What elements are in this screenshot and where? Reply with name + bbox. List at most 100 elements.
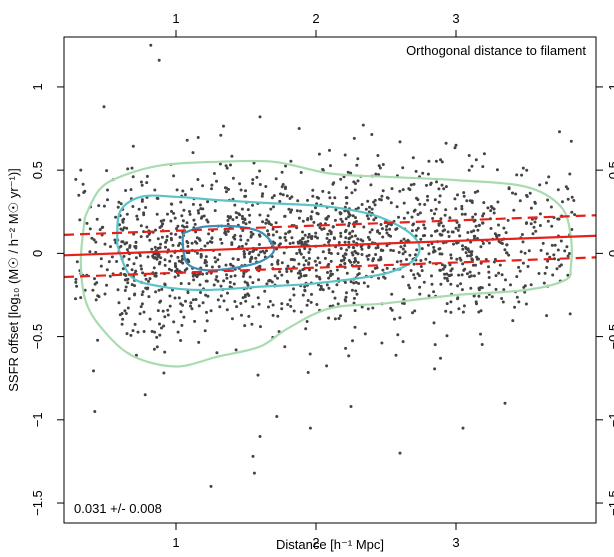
scatter-point bbox=[344, 295, 348, 299]
scatter-point bbox=[263, 289, 267, 293]
scatter-point bbox=[315, 263, 318, 267]
scatter-point bbox=[452, 242, 455, 246]
scatter-point bbox=[357, 267, 361, 271]
scatter-point bbox=[237, 212, 241, 216]
scatter-point bbox=[515, 173, 519, 177]
scatter-point bbox=[247, 294, 251, 297]
scatter-point bbox=[418, 285, 422, 289]
scatter-point bbox=[210, 183, 214, 187]
scatter-point bbox=[298, 248, 302, 252]
scatter-point bbox=[155, 345, 159, 349]
scatter-point bbox=[237, 245, 241, 249]
scatter-point bbox=[189, 304, 192, 308]
scatter-point bbox=[408, 286, 412, 290]
scatter-point bbox=[168, 294, 172, 298]
scatter-point bbox=[75, 260, 79, 264]
scatter-point bbox=[362, 281, 366, 285]
scatter-point bbox=[249, 235, 253, 239]
scatter-point bbox=[348, 231, 352, 235]
scatter-point bbox=[430, 274, 433, 278]
scatter-point bbox=[433, 367, 437, 371]
scatter-point bbox=[163, 263, 167, 267]
scatter-point bbox=[226, 229, 230, 233]
scatter-point bbox=[474, 224, 478, 228]
scatter-point bbox=[503, 401, 507, 405]
scatter-point bbox=[240, 313, 243, 317]
scatter-point bbox=[125, 226, 129, 230]
scatter-point bbox=[210, 187, 213, 191]
scatter-point bbox=[520, 233, 524, 236]
scatter-point bbox=[451, 230, 455, 234]
scatter-point bbox=[507, 186, 511, 190]
scatter-point bbox=[278, 199, 282, 203]
scatter-point bbox=[502, 226, 506, 230]
scatter-point bbox=[485, 295, 489, 299]
scatter-point bbox=[347, 245, 351, 249]
scatter-point bbox=[246, 283, 250, 287]
scatter-point bbox=[148, 238, 152, 242]
scatter-point bbox=[477, 257, 480, 261]
scatter-point bbox=[445, 277, 449, 280]
scatter-point bbox=[160, 235, 164, 239]
scatter-point bbox=[343, 281, 347, 284]
scatter-point bbox=[542, 281, 546, 285]
scatter-point bbox=[425, 183, 428, 187]
scatter-point bbox=[222, 299, 226, 303]
scatter-point bbox=[525, 195, 529, 198]
scatter-point bbox=[570, 195, 574, 199]
scatter-point bbox=[102, 204, 106, 208]
scatter-point bbox=[572, 199, 576, 202]
scatter-point bbox=[142, 213, 146, 217]
scatter-point bbox=[489, 209, 493, 213]
scatter-point bbox=[378, 258, 382, 262]
scatter-point bbox=[148, 317, 152, 321]
scatter-point bbox=[203, 244, 207, 248]
scatter-point bbox=[433, 212, 436, 216]
scatter-point bbox=[545, 252, 549, 256]
scatter-point bbox=[154, 290, 158, 294]
scatter-point bbox=[566, 273, 570, 277]
scatter-point bbox=[121, 317, 125, 321]
scatter-point bbox=[316, 223, 320, 227]
scatter-point bbox=[362, 225, 366, 229]
scatter-point bbox=[439, 233, 443, 237]
scatter-point bbox=[378, 166, 382, 170]
scatter-point bbox=[470, 250, 474, 254]
scatter-point bbox=[549, 205, 553, 209]
scatter-point bbox=[215, 351, 219, 355]
scatter-point bbox=[181, 189, 185, 193]
scatter-point bbox=[232, 282, 236, 286]
scatter-point bbox=[464, 251, 468, 255]
scatter-point bbox=[233, 203, 237, 207]
scatter-point bbox=[509, 283, 512, 287]
scatter-point bbox=[473, 190, 477, 194]
scatter-point bbox=[305, 320, 309, 323]
scatter-point bbox=[497, 233, 501, 237]
scatter-point bbox=[415, 196, 418, 200]
scatter-point bbox=[355, 163, 359, 167]
scatter-point bbox=[96, 338, 100, 342]
scatter-point bbox=[229, 263, 233, 267]
scatter-point bbox=[243, 280, 247, 284]
scatter-point bbox=[331, 290, 335, 294]
scatter-point bbox=[461, 262, 465, 266]
scatter-point bbox=[481, 221, 485, 225]
scatter-point bbox=[409, 269, 413, 272]
scatter-point bbox=[306, 239, 310, 243]
scatter-point bbox=[238, 182, 242, 186]
scatter-point bbox=[329, 259, 333, 263]
scatter-point bbox=[514, 192, 518, 196]
scatter-point bbox=[433, 343, 437, 347]
scatter-point bbox=[506, 218, 510, 222]
scatter-point bbox=[447, 235, 451, 238]
scatter-point bbox=[334, 208, 338, 212]
scatter-point bbox=[183, 193, 187, 197]
scatter-point bbox=[197, 340, 201, 344]
scatter-point bbox=[348, 236, 352, 240]
scatter-point bbox=[432, 245, 436, 249]
scatter-point bbox=[397, 215, 400, 219]
scatter-point bbox=[367, 217, 370, 221]
scatter-point bbox=[229, 275, 233, 278]
scatter-point bbox=[487, 270, 491, 274]
scatter-point bbox=[533, 220, 537, 224]
